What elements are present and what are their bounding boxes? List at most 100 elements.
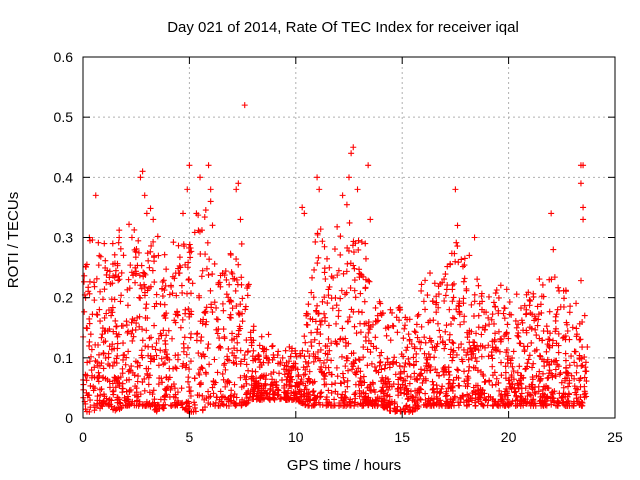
data-point xyxy=(331,396,338,403)
data-point xyxy=(200,316,207,323)
data-point xyxy=(204,239,211,246)
data-point xyxy=(338,380,345,387)
data-point xyxy=(84,359,91,366)
data-point xyxy=(471,291,478,298)
data-point xyxy=(142,343,149,350)
data-point xyxy=(326,347,333,354)
data-point xyxy=(378,311,385,318)
data-point xyxy=(566,362,573,369)
data-point xyxy=(188,330,195,337)
data-point xyxy=(443,388,450,395)
data-point xyxy=(404,373,411,380)
data-point xyxy=(317,331,324,338)
data-point xyxy=(424,292,431,299)
data-point xyxy=(387,401,394,408)
data-point xyxy=(302,382,309,389)
data-point xyxy=(103,279,110,286)
data-point xyxy=(365,394,372,401)
data-point xyxy=(111,251,118,258)
data-point xyxy=(235,261,242,268)
data-point xyxy=(549,372,556,379)
data-point xyxy=(269,343,276,350)
data-point xyxy=(517,380,524,387)
data-point xyxy=(141,270,148,277)
data-point xyxy=(157,347,164,354)
data-point xyxy=(315,254,322,261)
data-point xyxy=(463,285,470,292)
data-point xyxy=(86,278,93,285)
data-point xyxy=(375,398,382,405)
data-point xyxy=(286,379,293,386)
data-point xyxy=(525,289,532,296)
data-point xyxy=(467,345,474,352)
data-point xyxy=(356,266,363,273)
data-point xyxy=(503,286,510,293)
data-point xyxy=(532,315,539,322)
data-point xyxy=(383,393,390,400)
data-point xyxy=(214,330,221,337)
data-point xyxy=(358,378,365,385)
data-point xyxy=(577,383,584,390)
data-point xyxy=(257,359,264,366)
data-point xyxy=(205,388,212,395)
data-point xyxy=(213,394,220,401)
data-point xyxy=(325,292,332,299)
data-point xyxy=(191,375,198,382)
data-point xyxy=(155,381,162,388)
data-point xyxy=(458,256,465,263)
data-point xyxy=(250,375,257,382)
data-point xyxy=(125,328,132,335)
data-point xyxy=(474,394,481,401)
data-point xyxy=(136,272,143,279)
data-point xyxy=(559,335,566,342)
data-point xyxy=(131,246,138,253)
data-point xyxy=(577,277,584,284)
data-point xyxy=(97,253,104,260)
data-point xyxy=(278,377,285,384)
data-point xyxy=(83,408,90,415)
data-point xyxy=(132,270,139,277)
data-point xyxy=(95,262,102,269)
data-point xyxy=(163,353,170,360)
data-point xyxy=(400,377,407,384)
data-point xyxy=(229,349,236,356)
data-point xyxy=(95,239,102,246)
data-point xyxy=(531,389,538,396)
data-point xyxy=(433,369,440,376)
data-point xyxy=(151,322,158,329)
data-point xyxy=(227,311,234,318)
data-point xyxy=(225,345,232,352)
data-point xyxy=(512,388,519,395)
data-point xyxy=(108,296,115,303)
data-point xyxy=(276,370,283,377)
data-point xyxy=(158,355,165,362)
data-point xyxy=(466,339,473,346)
data-point xyxy=(486,377,493,384)
data-point xyxy=(162,392,169,399)
data-point xyxy=(485,314,492,321)
data-point xyxy=(516,363,523,370)
data-point xyxy=(441,345,448,352)
data-point xyxy=(463,352,470,359)
data-point xyxy=(145,381,152,388)
data-point xyxy=(530,402,537,409)
data-point xyxy=(372,318,379,325)
data-point xyxy=(271,396,278,403)
data-point xyxy=(151,252,158,259)
data-point xyxy=(386,407,393,414)
data-point xyxy=(237,374,244,381)
data-point xyxy=(108,312,115,319)
data-point xyxy=(572,389,579,396)
data-point xyxy=(502,363,509,370)
data-point xyxy=(155,362,162,369)
data-point xyxy=(386,361,393,368)
data-point xyxy=(537,400,544,407)
data-point xyxy=(339,370,346,377)
data-point xyxy=(178,282,185,289)
data-point xyxy=(250,347,257,354)
data-point xyxy=(555,284,562,291)
data-point xyxy=(231,275,238,282)
data-point xyxy=(350,144,357,151)
data-point xyxy=(362,390,369,397)
data-point xyxy=(138,347,145,354)
